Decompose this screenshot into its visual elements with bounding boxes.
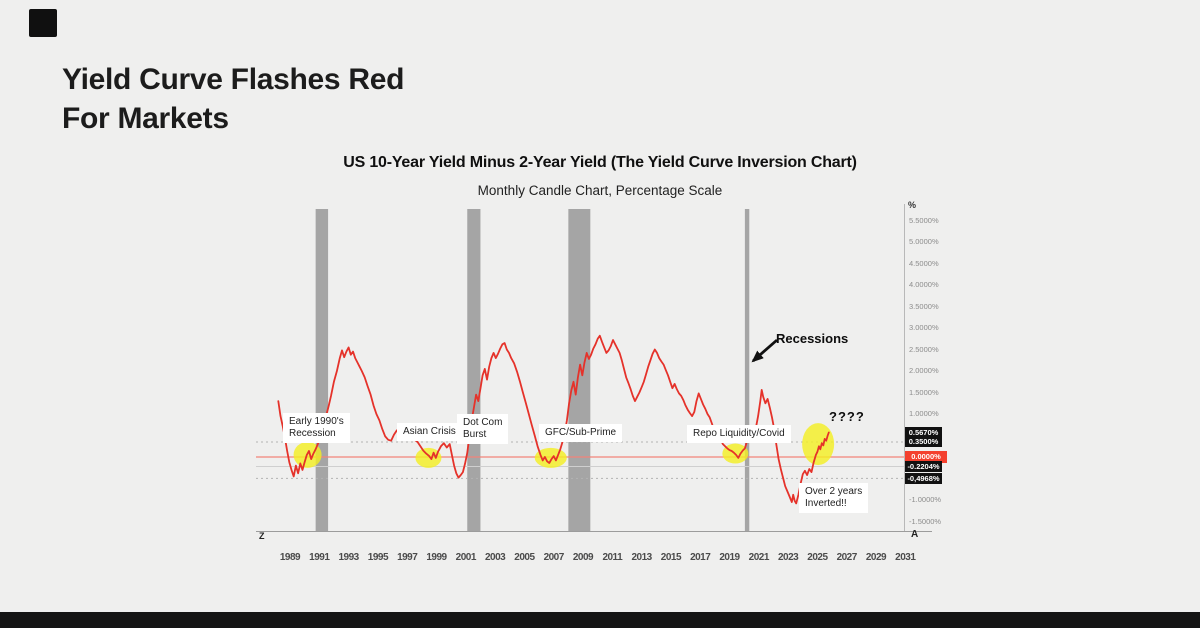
recession-band [467,209,481,531]
y-tick-label: 4.5000% [909,258,939,268]
y-tick-label: 3.0000% [909,323,939,332]
price-tag-0.0000%: 0.0000% [905,451,947,463]
axis-corner-label-left: Z [259,531,265,541]
annotation-gfc-subprime: GFC/Sub-Prime [539,424,623,442]
page-title: Yield Curve Flashes Red For Markets [62,60,562,138]
annotation-question-marks: ???? [829,409,865,424]
x-tick-label-2015: 2015 [660,552,682,563]
x-tick-label-2027: 2027 [836,552,858,563]
axis-corner-label-right: A [911,529,919,540]
x-tick-label-1997: 1997 [397,552,418,563]
y-tick-label: -1.5000% [909,516,942,526]
x-tick-label-2023: 2023 [777,552,799,563]
annotation-over-2-years-inverted: Over 2 years Inverted!! [799,483,869,513]
x-tick-label-2005: 2005 [514,552,535,563]
y-tick-label: 2.0000% [909,366,939,375]
annotation-early-1990s-recession: Early 1990's Recession [283,413,350,443]
x-tick-label-1989: 1989 [279,552,301,563]
page-title-line2: For Markets [62,102,229,135]
y-tick-label: 5.5000% [909,215,939,225]
x-tick-label-2011: 2011 [602,552,623,563]
x-tick-label-2019: 2019 [719,552,740,563]
x-tick-label-2025: 2025 [807,552,828,563]
x-tick-label-2029: 2029 [865,552,887,563]
price-tag-0.3500%: 0.3500% [905,436,942,448]
x-tick-label-1995: 1995 [367,552,389,563]
y-tick-label: 2.5000% [909,344,939,354]
y-tick-label: 4.0000% [909,280,939,289]
x-tick-label-1999: 1999 [426,552,447,563]
y-tick-label: 3.5000% [909,301,939,311]
y-tick-label: 5.0000% [909,237,939,246]
x-tick-label-2001: 2001 [455,552,477,563]
y-tick-label: -1.0000% [909,495,942,504]
page-title-line1: Yield Curve Flashes Red [62,63,405,96]
x-tick-label-1991: 1991 [309,552,330,563]
y-axis-percent-symbol: % [908,200,917,210]
annotation-repo-liquidity-covid: Repo Liquidity/Covid [687,425,791,443]
highlight-ellipse [802,423,835,466]
price-tag-0.5670%: 0.5670% [905,427,942,439]
price-tag--0.2204%: -0.2204% [905,460,942,472]
x-tick-label-2007: 2007 [543,552,565,563]
recession-band [744,209,750,531]
annotation-asian-crisis: Asian Crisis [397,423,462,441]
annotation-recessions: Recessions [776,331,849,346]
annotation-dot-com-burst: Dot Com Burst [457,414,509,444]
x-tick-label-2003: 2003 [484,552,506,563]
price-tag--0,4968%: -0,4968% [905,472,942,484]
x-tick-label-2021: 2021 [748,552,770,563]
footer-bar [0,612,1200,628]
x-tick-label-2013: 2013 [631,552,652,563]
y-tick-label: 1.5000% [909,387,939,397]
x-tick-label-2009: 2009 [572,552,594,563]
x-tick-label-2017: 2017 [690,552,711,563]
logo-mark [29,9,57,37]
chart-subtitle: Monthly Candle Chart, Percentage Scale [477,183,723,198]
x-tick-label-2031: 2031 [895,552,916,563]
recessions-arrow [751,338,778,363]
chart-title: US 10-Year Yield Minus 2-Year Yield (The… [343,154,857,171]
x-tick-label-1993: 1993 [338,552,359,563]
highlight-ellipse [415,447,442,468]
y-tick-label: 1.0000% [909,409,939,418]
recession-band [315,209,329,531]
